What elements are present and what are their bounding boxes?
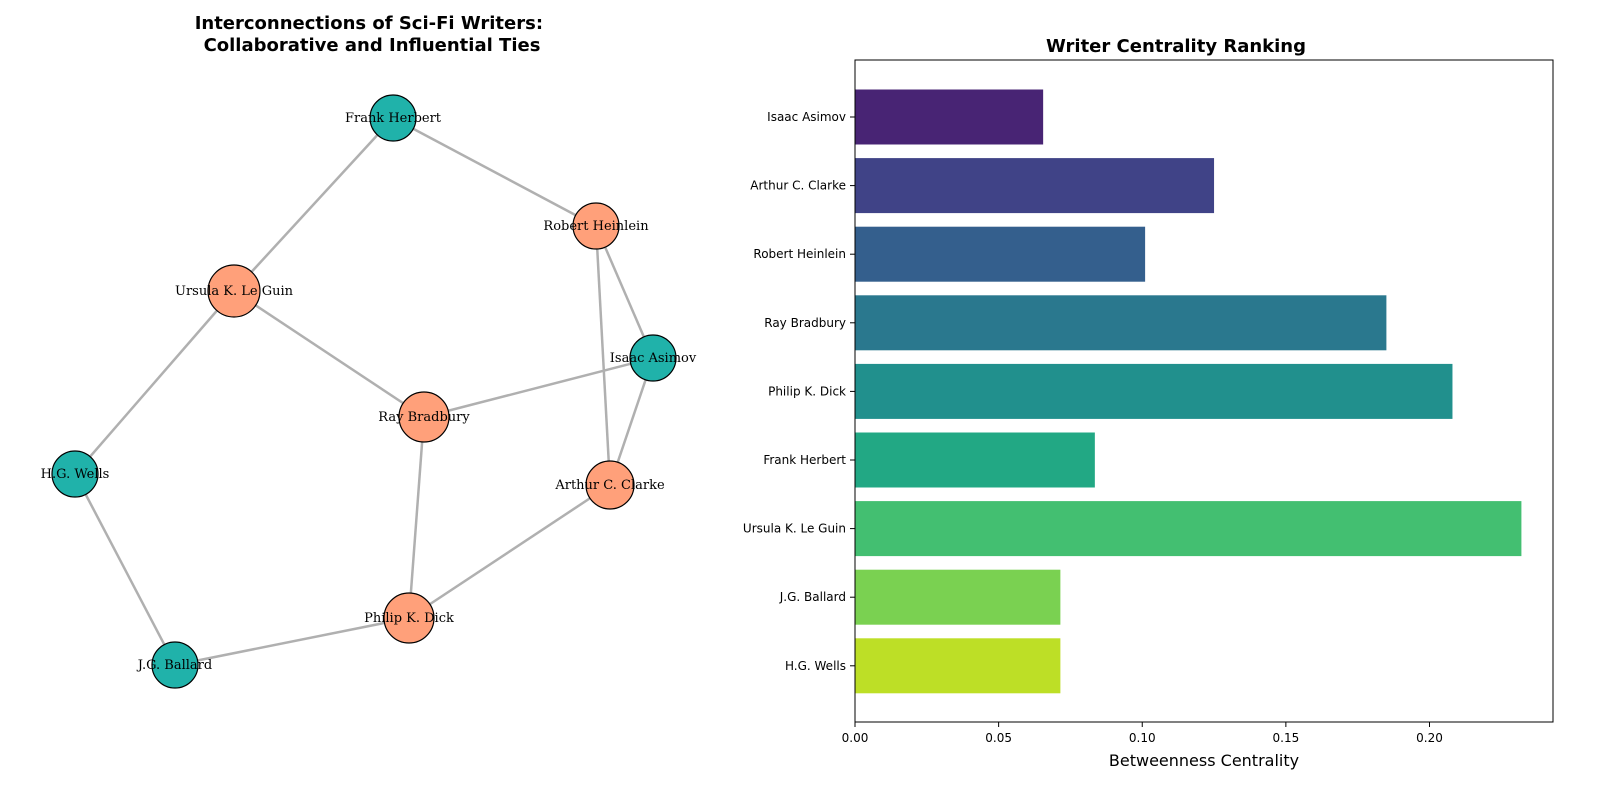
node-label-leguin: Ursula K. Le Guin	[175, 284, 294, 299]
bar-chart-title: Writer Centrality Ranking	[1046, 36, 1306, 57]
node-bradbury	[398, 391, 450, 443]
node-label-wells: H.G. Wells	[41, 467, 110, 482]
y-tick-label: Ray Bradbury	[764, 316, 846, 330]
x-tick-label: 0.20	[1416, 731, 1443, 745]
y-tick-label: H.G. Wells	[785, 659, 846, 673]
x-tick-label: 0.05	[985, 731, 1012, 745]
node-label-ballard: J.G. Ballard	[136, 658, 212, 673]
node-frank	[369, 94, 417, 142]
node-wells	[51, 450, 99, 498]
node-label-clarke: Arthur C. Clarke	[554, 478, 665, 493]
edge-frank-leguin	[233, 117, 394, 292]
edge-clarke-dick	[408, 483, 611, 620]
y-tick-label: Frank Herbert	[763, 453, 846, 467]
y-axis-ticks: Isaac Asimov Arthur C. Clarke Robert Heinl…	[743, 110, 855, 673]
bar-ray-bradbury	[855, 295, 1387, 351]
node-label-heinlein: Robert Heinlein	[543, 219, 649, 234]
bar-h-g-wells	[855, 638, 1061, 694]
bar-isaac-asimov	[855, 89, 1044, 145]
node-label-dick: Philip K. Dick	[364, 611, 454, 626]
node-label-frank: Frank Herbert	[345, 111, 442, 126]
edge-heinlein-asimov	[594, 225, 655, 359]
bar-arthur-c-clarke	[855, 158, 1215, 214]
edge-leguin-bradbury	[233, 289, 425, 419]
edge-leguin-wells	[74, 290, 235, 475]
y-tick-label: J.G. Ballard	[779, 590, 846, 604]
edge-heinlein-clarke	[594, 225, 612, 486]
node-leguin	[207, 264, 261, 318]
y-tick-label: Ursula K. Le Guin	[743, 522, 846, 536]
node-dick	[383, 592, 435, 644]
bar-philip-k-dick	[855, 363, 1453, 419]
network-panel: Interconnections of Sci-Fi Writers: Coll…	[41, 13, 697, 689]
bar-series	[855, 89, 1522, 694]
network-nodes	[51, 94, 677, 689]
bar-robert-heinlein	[855, 226, 1146, 282]
edge-frank-heinlein	[392, 116, 597, 228]
node-label-asimov: Isaac Asimov	[610, 351, 697, 366]
edge-bradbury-dick	[407, 416, 426, 619]
x-axis-ticks: 0.00 0.05 0.10 0.15 0.20	[842, 722, 1443, 745]
node-ballard	[151, 641, 199, 689]
node-label-bradbury: Ray Bradbury	[378, 410, 470, 425]
node-asimov	[629, 334, 677, 382]
node-heinlein	[572, 202, 620, 250]
network-node-labels: Frank Herbert Robert Heinlein Ursula K. Le…	[41, 111, 697, 673]
y-tick-label: Arthur C. Clarke	[750, 179, 846, 193]
x-tick-label: 0.10	[1129, 731, 1156, 745]
bar-j-g-ballard	[855, 569, 1061, 625]
network-title-line-2: Collaborative and Influential Ties	[204, 35, 541, 56]
y-tick-label: Philip K. Dick	[768, 384, 846, 398]
bar-frank-herbert	[855, 432, 1095, 488]
network-title: Interconnections of Sci-Fi Writers: Coll…	[195, 13, 550, 56]
y-tick-label: Robert Heinlein	[753, 247, 846, 261]
y-tick-label: Isaac Asimov	[767, 110, 846, 124]
bar-panel: Writer Centrality Ranking Isaac Asimov Ar…	[743, 36, 1554, 770]
x-tick-label: 0.15	[1273, 731, 1300, 745]
edge-wells-ballard	[73, 473, 177, 666]
network-title-line-1: Interconnections of Sci-Fi Writers:	[195, 13, 543, 34]
edge-ballard-dick	[174, 616, 410, 667]
network-edges	[73, 116, 655, 667]
bar-ursula-k-le-guin	[855, 501, 1522, 557]
edge-asimov-bradbury	[423, 356, 654, 419]
x-axis-label: Betweenness Centrality	[1109, 751, 1299, 770]
x-tick-label: 0.00	[842, 731, 869, 745]
node-clarke	[585, 460, 635, 510]
